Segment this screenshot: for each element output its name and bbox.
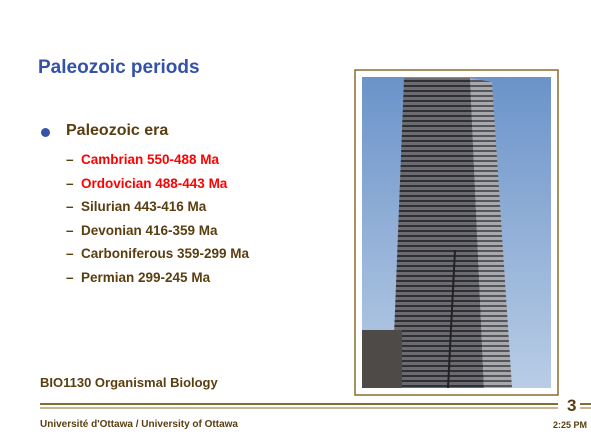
course-name: BIO1130 Organismal Biology: [40, 375, 218, 390]
building-photo: [362, 77, 551, 388]
time: 2:25 PM: [553, 420, 587, 430]
slide-number: 3: [567, 396, 576, 416]
university: Université d'Ottawa / University of Otta…: [40, 419, 238, 430]
slide: Paleozoic periods Paleozoic era –Cambria…: [0, 0, 591, 444]
